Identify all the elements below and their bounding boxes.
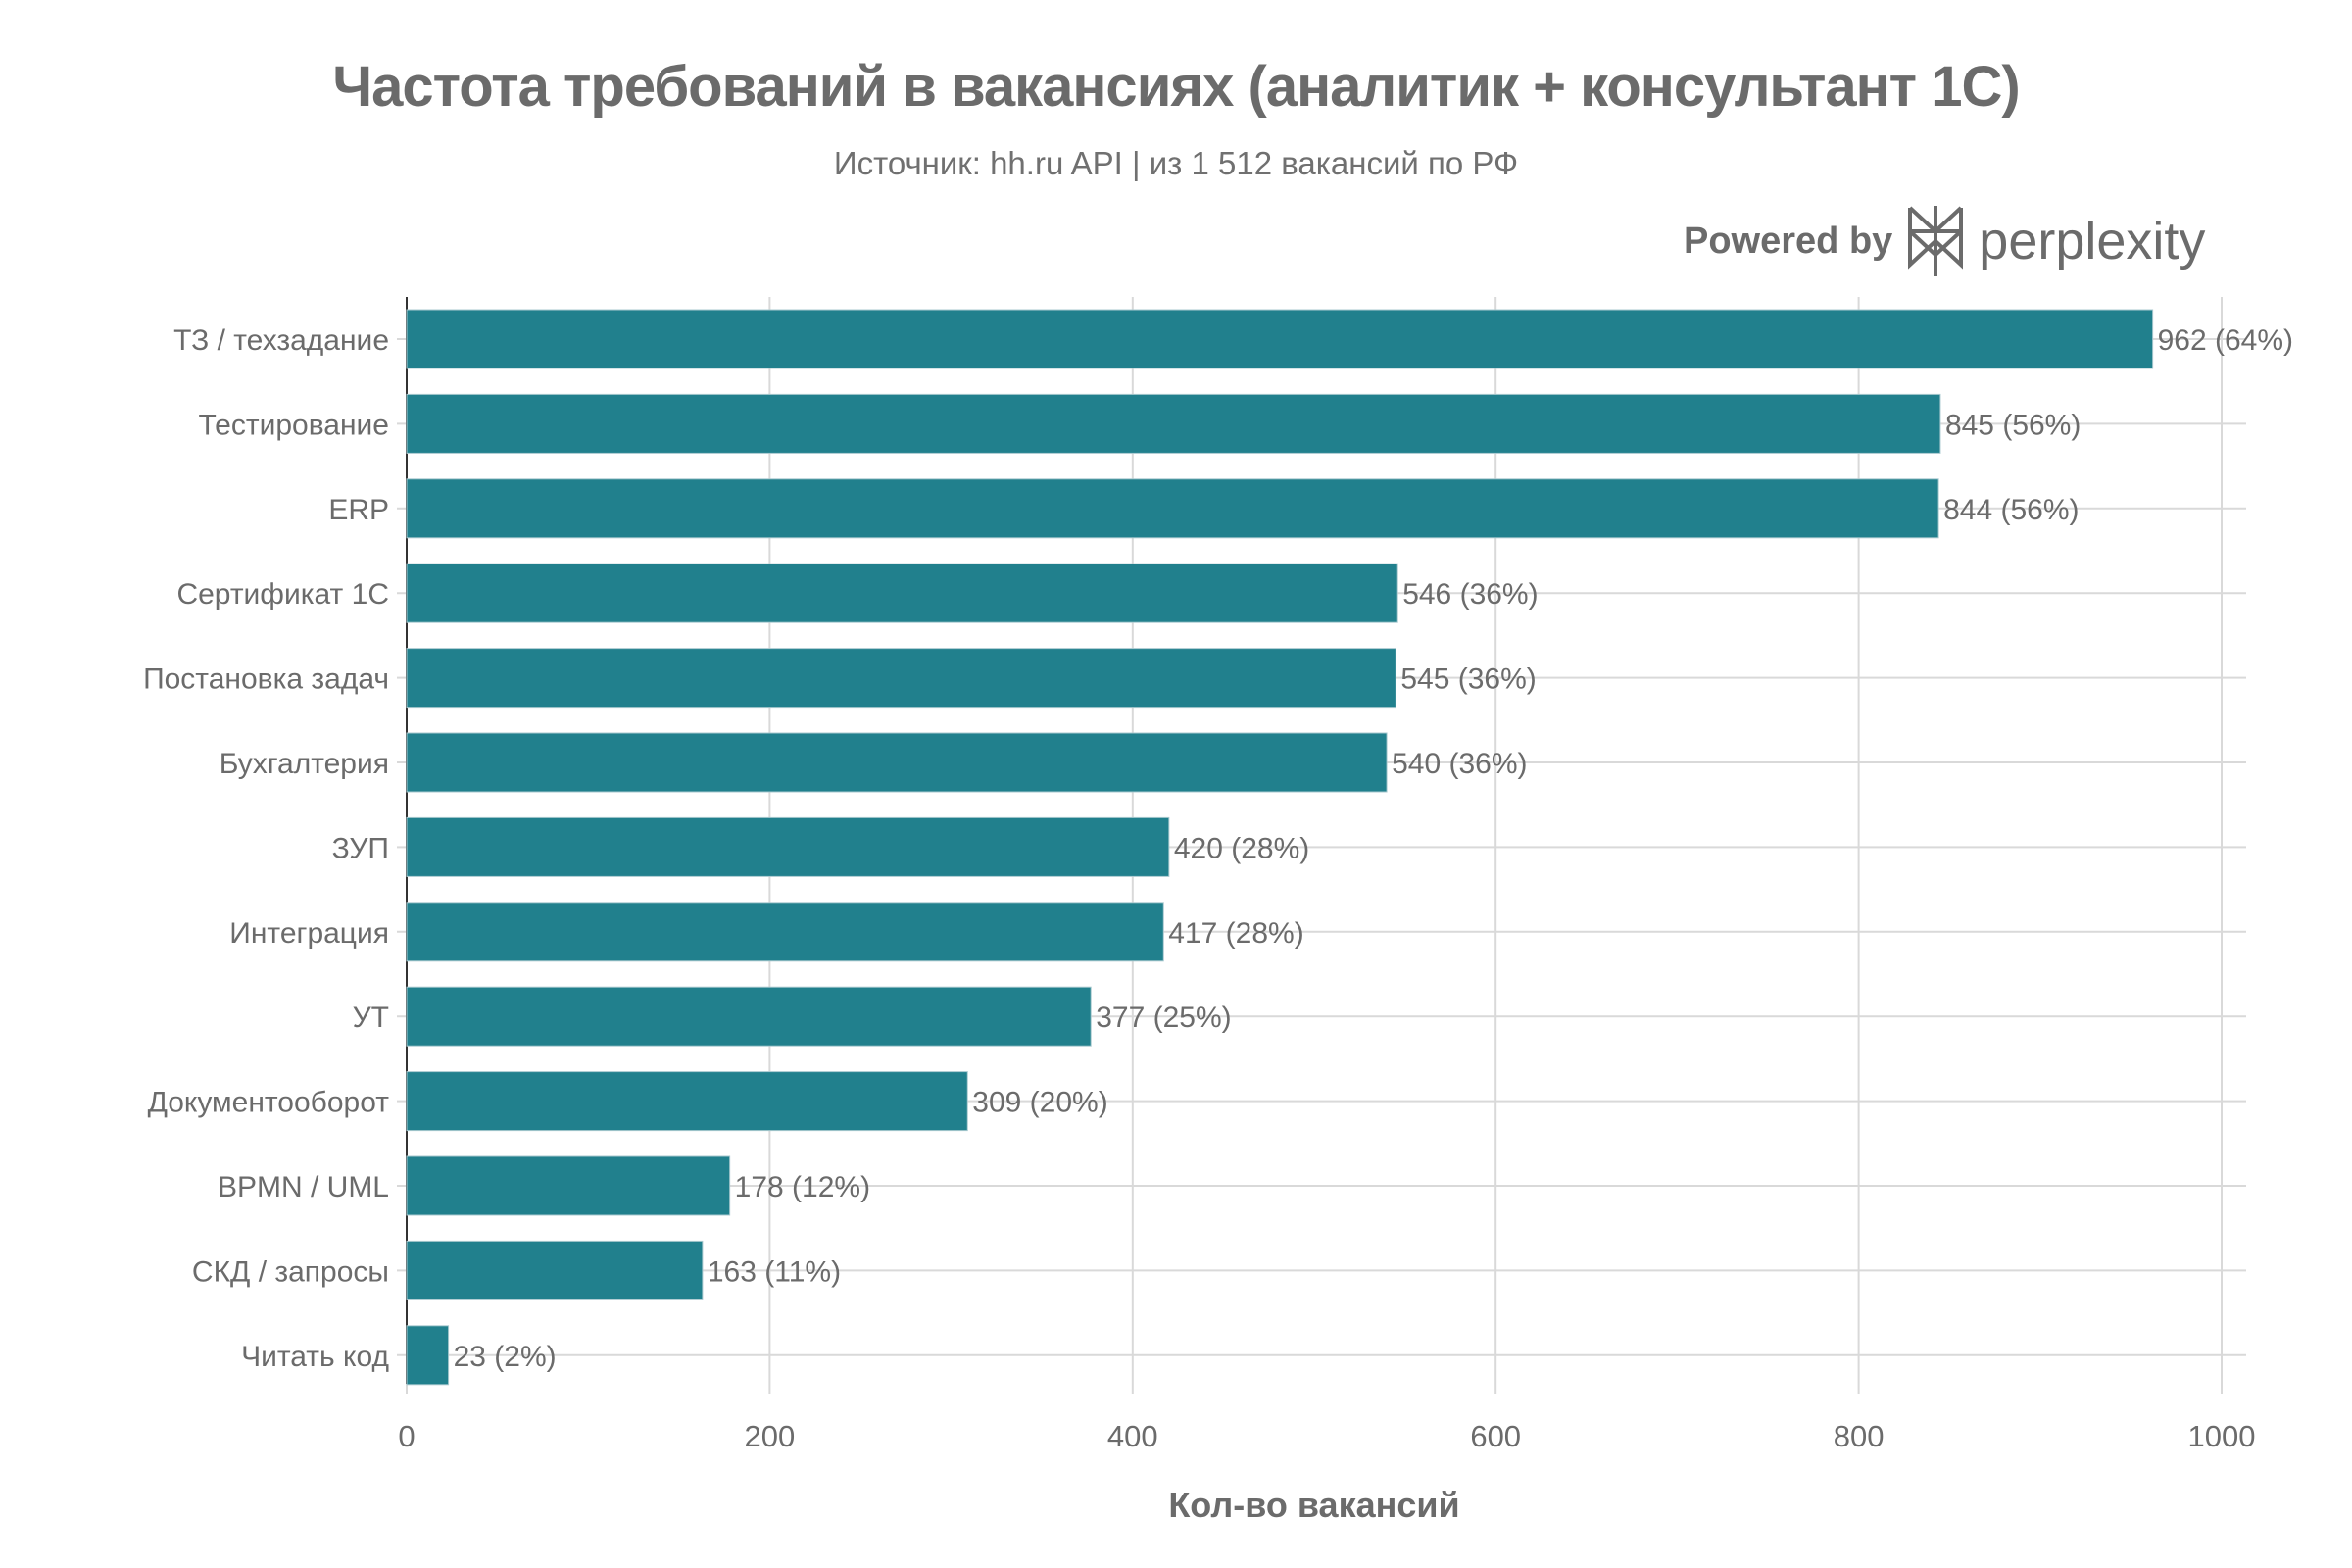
chart-title: Частота требований в вакансиях (аналитик… — [332, 55, 2020, 119]
bar — [406, 478, 1939, 539]
data-label: 377 (25%) — [1096, 1002, 1231, 1034]
category-label: Сертификат 1С — [176, 578, 389, 611]
bar — [406, 816, 1170, 877]
category-label: Бухгалтерия — [220, 748, 389, 780]
powered-by-label: Powered by — [1684, 220, 1893, 262]
data-label: 546 (36%) — [1402, 578, 1538, 611]
x-tick-label: 800 — [1834, 1419, 1885, 1453]
perplexity-logo-icon — [1908, 206, 1964, 276]
category-label: ТЗ / техзадание — [173, 324, 389, 357]
data-label: 540 (36%) — [1392, 748, 1527, 780]
category-label: ЗУП — [332, 832, 389, 864]
data-label: 844 (56%) — [1943, 494, 2079, 526]
data-label: 178 (12%) — [735, 1171, 870, 1203]
bar — [406, 648, 1396, 709]
bar — [406, 732, 1388, 793]
category-label: Читать код — [241, 1341, 389, 1373]
data-label: 417 (28%) — [1168, 917, 1303, 950]
x-tick-label: 0 — [398, 1419, 415, 1453]
category-label: УТ — [353, 1002, 389, 1034]
data-label: 545 (36%) — [1400, 663, 1536, 696]
data-label: 309 (20%) — [972, 1087, 1107, 1119]
bar — [406, 986, 1092, 1047]
x-tick-label: 400 — [1107, 1419, 1158, 1453]
perplexity-wordmark: perplexity — [1979, 212, 2206, 270]
category-label: BPMN / UML — [218, 1171, 389, 1203]
category-label: Постановка задач — [143, 663, 389, 696]
x-tick-label: 200 — [745, 1419, 796, 1453]
x-tick-label: 600 — [1470, 1419, 1521, 1453]
chart-subtitle: Источник: hh.ru API | из 1 512 вакансий … — [833, 145, 1519, 181]
category-label: Документооборот — [148, 1087, 390, 1119]
powered-by-branding: Powered by perplexity — [1684, 204, 2205, 278]
bar — [406, 563, 1398, 623]
data-label: 962 (64%) — [2158, 324, 2293, 357]
category-label: СКД / запросы — [192, 1255, 389, 1288]
bar — [406, 902, 1164, 962]
data-label: 23 (2%) — [454, 1341, 557, 1373]
category-label: Интеграция — [229, 917, 389, 950]
data-label: 420 (28%) — [1174, 832, 1309, 864]
bar — [406, 1240, 704, 1300]
category-label: Тестирование — [199, 409, 390, 441]
bar — [406, 393, 1941, 454]
bar — [406, 1155, 731, 1216]
x-axis-title: Кол-во вакансий — [1168, 1485, 1460, 1525]
data-label: 163 (11%) — [708, 1255, 841, 1288]
bar — [406, 1071, 968, 1132]
category-label: ERP — [328, 494, 389, 526]
data-label: 845 (56%) — [1945, 409, 2081, 441]
bar — [406, 1325, 450, 1386]
x-tick-label: 1000 — [2188, 1419, 2256, 1453]
bar — [406, 309, 2154, 369]
